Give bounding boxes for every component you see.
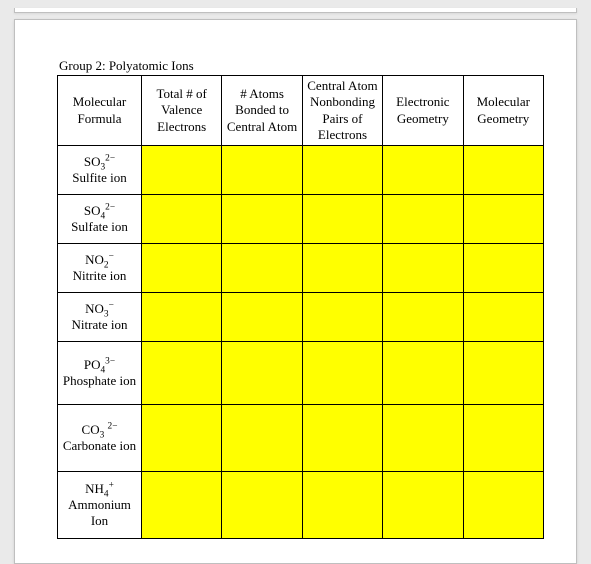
empty-cell (222, 405, 302, 472)
molecular-formula: SO42− (62, 203, 137, 219)
empty-cell (383, 293, 463, 342)
ion-name: Sulfite ion (62, 170, 137, 186)
empty-cell (222, 472, 302, 539)
row-label: CO3 2−Carbonate ion (58, 405, 142, 472)
table-row: NH4+Ammonium Ion (58, 472, 544, 539)
ion-name: Nitrite ion (62, 268, 137, 284)
table-row: NO2−Nitrite ion (58, 244, 544, 293)
empty-cell (383, 146, 463, 195)
col-header: Total # of Valence Electrons (142, 76, 222, 146)
viewport: Group 2: Polyatomic Ions Molecular Formu… (0, 0, 591, 540)
empty-cell (222, 293, 302, 342)
molecular-formula: NO2− (62, 252, 137, 268)
molecular-formula: CO3 2− (62, 422, 137, 438)
row-label: PO43−Phosphate ion (58, 342, 142, 405)
empty-cell (302, 293, 382, 342)
empty-cell (142, 244, 222, 293)
ion-name: Ammonium Ion (62, 497, 137, 530)
empty-cell (142, 195, 222, 244)
molecular-formula: NO3− (62, 301, 137, 317)
empty-cell (142, 146, 222, 195)
table-row: NO3−Nitrate ion (58, 293, 544, 342)
empty-cell (463, 146, 543, 195)
empty-cell (383, 472, 463, 539)
empty-cell (302, 195, 382, 244)
ion-name: Nitrate ion (62, 317, 137, 333)
molecular-formula: SO32− (62, 154, 137, 170)
ion-name: Sulfate ion (62, 219, 137, 235)
table-row: SO42−Sulfate ion (58, 195, 544, 244)
molecular-formula: PO43− (62, 357, 137, 373)
col-header: Central Atom Nonbonding Pairs of Electro… (302, 76, 382, 146)
empty-cell (222, 195, 302, 244)
empty-cell (142, 472, 222, 539)
empty-cell (463, 293, 543, 342)
previous-page-sliver (14, 8, 577, 13)
empty-cell (463, 472, 543, 539)
empty-cell (302, 244, 382, 293)
empty-cell (463, 405, 543, 472)
empty-cell (302, 472, 382, 539)
empty-cell (463, 342, 543, 405)
polyatomic-ions-table: Molecular Formula Total # of Valence Ele… (57, 75, 544, 539)
table-body: SO32−Sulfite ionSO42−Sulfate ionNO2−Nitr… (58, 146, 544, 539)
molecular-formula: NH4+ (62, 481, 137, 497)
section-title: Group 2: Polyatomic Ions (59, 58, 544, 74)
row-label: SO42−Sulfate ion (58, 195, 142, 244)
empty-cell (142, 342, 222, 405)
empty-cell (142, 405, 222, 472)
empty-cell (383, 244, 463, 293)
table-row: SO32−Sulfite ion (58, 146, 544, 195)
col-header: Electronic Geometry (383, 76, 463, 146)
empty-cell (142, 293, 222, 342)
table-row: PO43−Phosphate ion (58, 342, 544, 405)
empty-cell (383, 342, 463, 405)
empty-cell (383, 195, 463, 244)
empty-cell (463, 244, 543, 293)
table-row: CO3 2−Carbonate ion (58, 405, 544, 472)
empty-cell (383, 405, 463, 472)
empty-cell (222, 342, 302, 405)
ion-name: Phosphate ion (62, 373, 137, 389)
empty-cell (302, 405, 382, 472)
empty-cell (463, 195, 543, 244)
empty-cell (302, 342, 382, 405)
document-page: Group 2: Polyatomic Ions Molecular Formu… (14, 19, 577, 564)
row-label: NH4+Ammonium Ion (58, 472, 142, 539)
col-header: Molecular Formula (58, 76, 142, 146)
row-label: NO3−Nitrate ion (58, 293, 142, 342)
empty-cell (302, 146, 382, 195)
empty-cell (222, 244, 302, 293)
empty-cell (222, 146, 302, 195)
ion-name: Carbonate ion (62, 438, 137, 454)
col-header: # Atoms Bonded to Central Atom (222, 76, 302, 146)
table-header-row: Molecular Formula Total # of Valence Ele… (58, 76, 544, 146)
row-label: SO32−Sulfite ion (58, 146, 142, 195)
row-label: NO2−Nitrite ion (58, 244, 142, 293)
col-header: Molecular Geometry (463, 76, 543, 146)
